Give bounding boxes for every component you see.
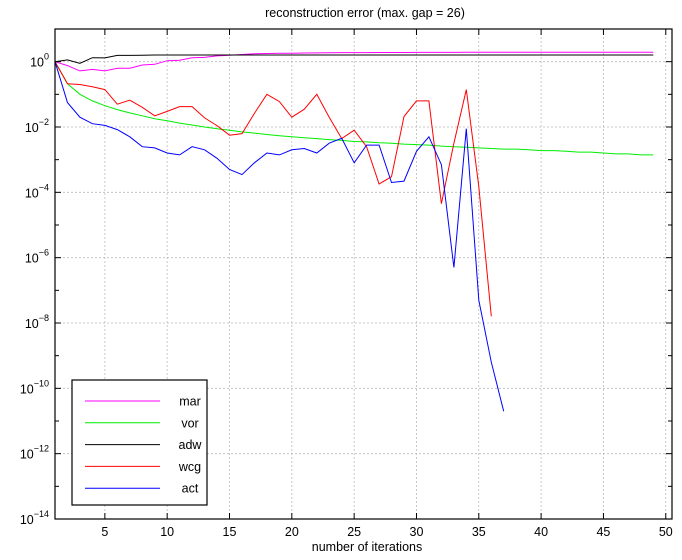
x-tick-label: 35 [472,525,486,539]
x-tick-label: 45 [596,525,610,539]
y-tick-label: 10−6 [25,248,49,266]
axis-ticks: 5 10 15 20 25 30 35 40 45 50 100 10−2 10−4 10−6 10−8 10… [20,29,673,539]
x-tick-label: 50 [659,525,673,539]
series-line-vor [54,61,654,156]
y-tick-label: 100 [30,52,49,70]
legend-label-vor: vor [181,416,198,430]
x-tick-label: 20 [285,525,299,539]
y-tick-label: 10−4 [25,182,49,200]
legend-label-adw: adw [179,438,203,452]
series-line-mar [54,51,654,72]
x-tick-label: 25 [347,525,361,539]
x-tick-label: 5 [101,525,108,539]
series-lines [54,51,654,412]
legend: mar vor adw wcg act [71,379,208,506]
grid [55,29,672,519]
series-line-act [54,61,505,412]
legend-label-mar: mar [179,395,201,409]
x-tick-label: 40 [534,525,548,539]
y-tick-label: 10−10 [20,378,49,396]
legend-label-act: act [182,482,199,496]
x-tick-label: 10 [160,525,174,539]
y-tick-label: 10−2 [25,117,49,135]
series-line-adw [54,54,654,64]
y-tick-label: 10−8 [25,313,49,331]
series-line-wcg [54,61,492,317]
y-tick-label: 10−14 [20,509,49,527]
x-tick-label: 30 [410,525,424,539]
legend-label-wcg: wcg [178,460,201,474]
x-axis-label: number of iterations [312,540,422,554]
chart-title: reconstruction error (max. gap = 26) [265,6,465,20]
plot-frame [54,28,673,520]
y-tick-label: 10−12 [20,444,49,462]
x-tick-label: 15 [223,525,237,539]
